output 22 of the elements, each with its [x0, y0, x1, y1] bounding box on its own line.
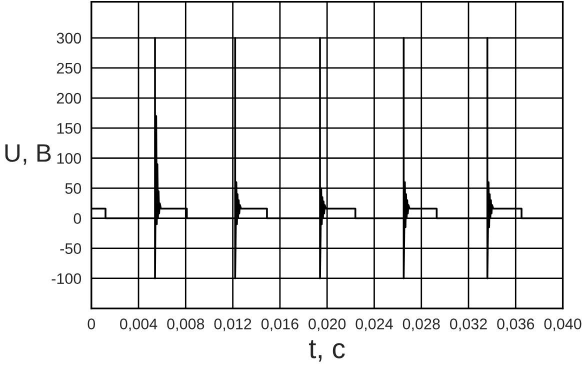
x-tick-label: 0,040 — [544, 318, 582, 332]
y-tick-label: -50 — [60, 243, 82, 254]
y-axis-title: U, B — [5, 144, 51, 165]
x-tick-label: 0,020 — [308, 318, 346, 332]
y-tick-label: 100 — [57, 153, 82, 164]
x-tick-label: 0,008 — [167, 318, 204, 332]
x-tick-label: 0,012 — [214, 318, 252, 332]
x-tick-label: 0,016 — [261, 318, 298, 332]
x-tick-label: 0,028 — [402, 318, 440, 332]
y-tick-label: 50 — [65, 183, 82, 194]
x-tick-label: 0,036 — [497, 318, 534, 332]
y-tick-label: -100 — [52, 273, 82, 284]
y-tick-label: 150 — [57, 122, 82, 134]
x-tick-label: 0,004 — [120, 318, 158, 332]
y-tick-label: 250 — [56, 62, 82, 74]
x-tick-label: 0 — [88, 318, 96, 330]
y-tick-label: 300 — [56, 32, 82, 44]
x-tick-label: 0,024 — [356, 318, 393, 332]
x-axis-title: t, c — [308, 340, 345, 362]
x-tick-label: 0,032 — [450, 318, 487, 332]
y-tick-label: 0 — [74, 213, 82, 224]
y-tick-label: 200 — [56, 92, 82, 104]
